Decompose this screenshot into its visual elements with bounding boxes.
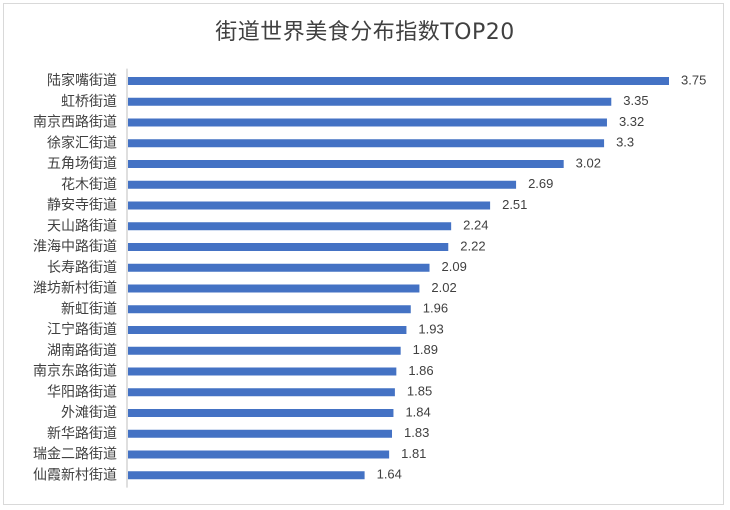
data-label: 1.86 xyxy=(408,363,433,378)
data-label: 3.02 xyxy=(576,155,601,170)
data-label: 1.85 xyxy=(407,384,432,399)
category-tick-label: 南京西路街道 xyxy=(33,115,117,131)
data-label: 3.75 xyxy=(681,72,706,87)
category-tick-label: 五角场街道 xyxy=(47,156,117,172)
category-tick-label: 仙霞新村街道 xyxy=(33,467,117,483)
bar xyxy=(128,388,395,397)
category-tick-label: 湖南路街道 xyxy=(47,343,117,359)
category-tick-label: 瑞金二路街道 xyxy=(33,447,117,463)
category-tick-label: 虹桥街道 xyxy=(61,94,117,110)
data-label: 2.22 xyxy=(460,238,485,253)
bar xyxy=(128,326,407,334)
data-label: 1.84 xyxy=(405,404,430,419)
data-label: 2.51 xyxy=(502,197,527,212)
bar xyxy=(128,222,452,231)
category-tick-label: 天山路街道 xyxy=(47,218,117,234)
category-tick-label: 徐家汇街道 xyxy=(47,134,117,151)
category-tick-label: 新华路街道 xyxy=(47,426,117,442)
category-tick-label: 静安寺街道 xyxy=(47,198,117,214)
data-label: 3.3 xyxy=(616,135,634,150)
category-tick-label: 陆家嘴街道 xyxy=(47,72,117,89)
category-tick-label: 外滩街道 xyxy=(61,405,117,421)
category-tick-label: 长寿路街道 xyxy=(47,259,117,276)
bar xyxy=(128,471,365,480)
bar xyxy=(128,118,607,127)
bar xyxy=(128,160,564,168)
category-tick-label: 江宁路街道 xyxy=(47,321,117,338)
bar xyxy=(128,429,393,438)
data-label: 1.81 xyxy=(401,446,426,461)
chart-frame xyxy=(3,3,724,505)
bar xyxy=(128,243,449,251)
data-label: 3.35 xyxy=(623,93,648,108)
bar xyxy=(128,180,517,189)
data-label: 2.09 xyxy=(442,259,467,274)
data-label: 1.96 xyxy=(423,301,448,316)
data-label: 1.64 xyxy=(377,467,402,482)
category-tick-label: 花木街道 xyxy=(61,177,117,193)
data-label: 1.89 xyxy=(413,342,438,357)
bar xyxy=(128,305,411,314)
bar xyxy=(128,284,420,293)
category-tick-label: 潍坊新村街道 xyxy=(33,281,117,297)
bar xyxy=(128,77,669,85)
category-tick-label: 华阳路街道 xyxy=(47,384,117,400)
data-label: 2.02 xyxy=(431,280,456,295)
category-tick-label: 新虹街道 xyxy=(61,301,117,317)
category-tick-label: 淮海中路街道 xyxy=(33,239,117,255)
bar xyxy=(128,409,394,417)
bar xyxy=(128,139,605,148)
bar xyxy=(128,201,491,210)
chart-title: 街道世界美食分布指数TOP20 xyxy=(215,20,515,45)
data-label: 3.32 xyxy=(619,114,644,129)
bar xyxy=(128,367,397,376)
bar xyxy=(128,263,430,272)
data-label: 2.69 xyxy=(528,176,553,191)
data-label: 1.83 xyxy=(404,425,429,440)
bar xyxy=(128,97,612,106)
bar xyxy=(128,450,390,459)
data-label: 2.24 xyxy=(463,218,488,233)
bar xyxy=(128,346,401,355)
data-label: 1.93 xyxy=(418,321,443,336)
category-tick-label: 南京东路街道 xyxy=(33,364,117,380)
